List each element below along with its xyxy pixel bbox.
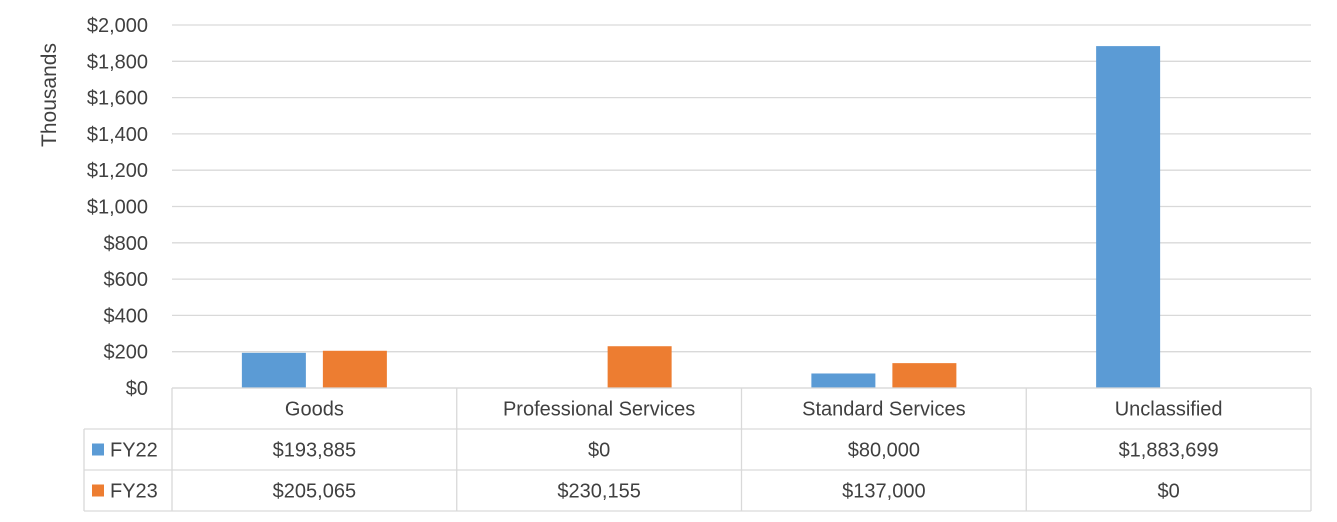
bar-fy23-standard-services xyxy=(892,363,957,388)
category-label: Professional Services xyxy=(503,399,695,421)
y-tick-label: $1,800 xyxy=(87,51,148,73)
bars xyxy=(241,46,1161,388)
table-cell: $1,883,699 xyxy=(1119,440,1219,462)
table-cell: $205,065 xyxy=(273,481,356,503)
category-label: Unclassified xyxy=(1115,399,1223,421)
y-tick-label: $200 xyxy=(104,342,149,364)
data-table: Goods Professional Services Standard Servi… xyxy=(83,387,1312,512)
y-tick-label: $1,600 xyxy=(87,88,148,110)
table-cell: $230,155 xyxy=(557,481,640,503)
category-label: Standard Services xyxy=(802,399,965,421)
y-tick-label: $2,000 xyxy=(87,15,148,37)
y-tick-label: $1,000 xyxy=(87,197,148,219)
y-axis-ticks: $0 $200 $400 $600 $800 $1,000 $1,200 $1,400 $1,6… xyxy=(87,15,148,400)
legend-label: FY22 xyxy=(110,440,158,462)
y-tick-label: $0 xyxy=(126,378,148,400)
table-cell: $0 xyxy=(1158,481,1180,503)
bar-fy23-professional-services xyxy=(607,346,672,388)
table-cell: $80,000 xyxy=(848,440,920,462)
y-axis-label: Thousands xyxy=(38,43,61,147)
y-tick-label: $1,200 xyxy=(87,160,148,182)
y-tick-label: $800 xyxy=(104,233,149,255)
category-label: Goods xyxy=(285,399,344,421)
y-tick-label: $600 xyxy=(104,269,149,291)
y-tick-label: $400 xyxy=(104,305,149,327)
table-cell: $137,000 xyxy=(842,481,925,503)
table-cell: $193,885 xyxy=(273,440,356,462)
legend-swatch xyxy=(92,443,104,456)
bar-fy23-goods xyxy=(322,350,387,388)
bar-fy22-goods xyxy=(241,352,306,388)
legend-label: FY23 xyxy=(110,481,158,503)
table-cell: $0 xyxy=(588,440,610,462)
bar-fy22-unclassified xyxy=(1096,46,1161,388)
y-tick-label: $1,400 xyxy=(87,124,148,146)
bar-fy22-standard-services xyxy=(811,373,876,388)
legend-swatch xyxy=(92,484,104,497)
